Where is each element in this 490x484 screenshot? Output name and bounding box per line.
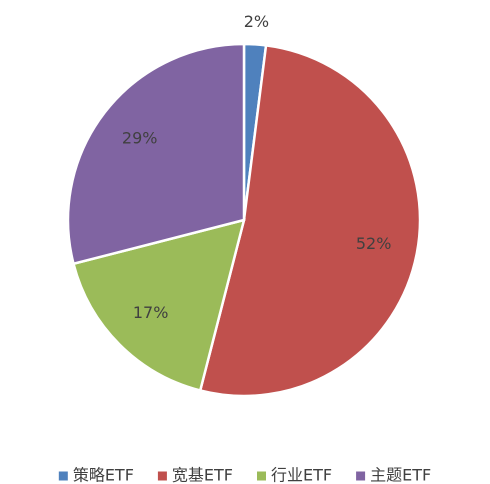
legend-label: 宽基ETF	[172, 466, 233, 484]
data-label: 52%	[356, 234, 392, 253]
legend-swatch	[257, 471, 266, 481]
legend: 策略ETF 宽基ETF 行业ETF 主题ETF	[58, 466, 431, 484]
legend-swatch	[356, 471, 366, 481]
pie-slice	[72, 218, 246, 392]
legend-swatch	[157, 471, 167, 481]
data-label: 17%	[133, 303, 169, 322]
pie-slice	[198, 43, 422, 398]
legend-label: 主题ETF	[370, 466, 431, 484]
data-label: 2%	[244, 12, 269, 31]
pie-slice	[66, 42, 246, 266]
data-label: 29%	[122, 129, 158, 148]
legend-label: 策略ETF	[73, 466, 134, 484]
legend-swatch	[58, 471, 68, 481]
legend-label: 行业ETF	[271, 466, 332, 484]
